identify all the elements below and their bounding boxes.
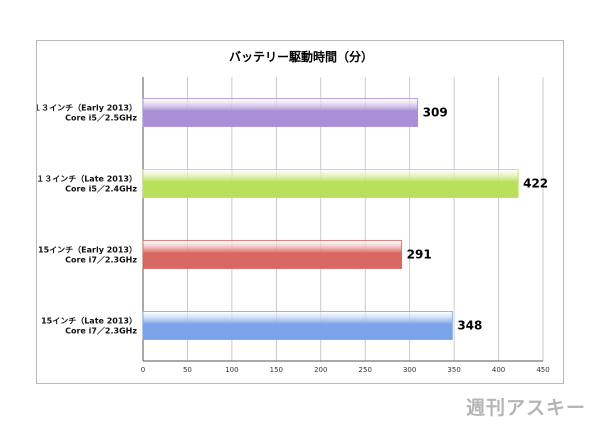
bar [142, 98, 419, 127]
category-label: １３インチ（Early 2013） Core i5／2.5GHz [37, 103, 137, 123]
chart-svg: バッテリー駆動時間（分） 309 422 291 348 １３インチ（Early 20… [37, 49, 550, 374]
chart-frame: バッテリー駆動時間（分） 309 422 291 348 １３インチ（Early 20… [36, 40, 564, 384]
x-tick-label: 250 [359, 366, 372, 374]
x-tick-label: 50 [183, 366, 192, 374]
category-label: 15インチ（Early 2013） Core i7／2.3GHz [38, 245, 137, 265]
bar-value-label: 291 [407, 248, 432, 262]
x-tick-label: 400 [492, 366, 505, 374]
category-label: １３インチ（Late 2013） Core i5／2.4GHz [37, 174, 137, 194]
x-tick-label: 300 [403, 366, 416, 374]
x-tick-label: 150 [270, 366, 283, 374]
bars: 309 422 291 348 [142, 98, 548, 340]
bar-value-label: 309 [423, 106, 448, 120]
bar [142, 311, 453, 340]
x-tick-label: 100 [225, 366, 238, 374]
x-tick-label: 200 [314, 366, 327, 374]
bar [142, 169, 519, 198]
watermark-logo: 週刊アスキー [465, 397, 586, 419]
x-tick-label: 450 [536, 366, 549, 374]
bar-value-label: 348 [457, 319, 482, 333]
category-labels: １３インチ（Early 2013） Core i5／2.5GHz １３インチ（Lat… [37, 103, 137, 336]
chart-title: バッテリー駆動時間（分） [229, 49, 373, 64]
x-tick-label: 350 [447, 366, 460, 374]
bar-value-label: 422 [523, 177, 548, 191]
bar [142, 240, 403, 269]
x-axis-ticks: 0 50 100 150 200 250 300 350 400 450 [141, 366, 550, 374]
category-label: 15インチ（Late 2013） Core i7／2.3GHz [41, 316, 137, 336]
x-tick-label: 0 [141, 366, 145, 374]
